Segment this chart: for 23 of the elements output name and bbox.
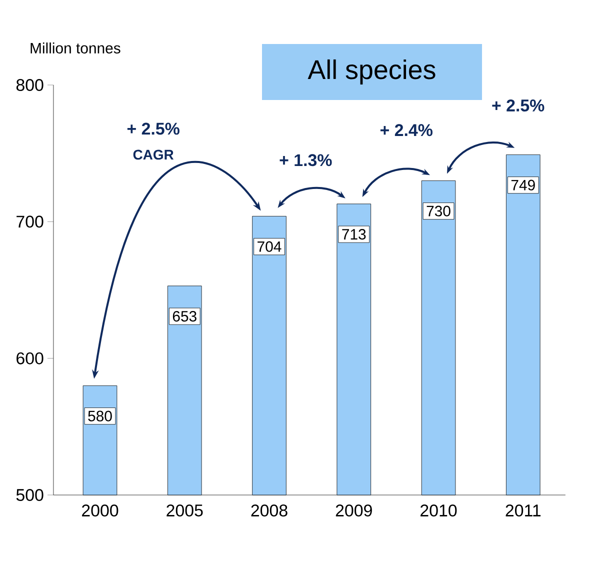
y-tick-label: 700 [16,216,44,228]
annotation: + 2.4% [380,124,432,136]
data-label: 713 [342,229,366,240]
x-tick-label: 2009 [336,504,372,516]
data-label: 704 [258,241,282,252]
x-tick-label: 2010 [420,504,457,516]
x-tick-label: 2000 [82,504,118,516]
annotation: + 2.5% [492,100,544,112]
data-label: 730 [426,206,450,216]
annotation: + 2.5% [127,122,180,135]
annotation: + 1.3% [280,154,332,166]
y-tick-label: 600 [16,352,44,364]
x-tick-label: 2011 [506,504,541,516]
x-tick-label: 2005 [166,504,203,516]
chart-title: All species [308,59,436,85]
y-tick-label: 500 [16,489,44,501]
data-label: 580 [88,410,112,422]
data-label: 749 [511,180,535,190]
y-axis-title: Million tonnes [30,42,120,54]
annotation: CAGR [133,150,174,160]
x-tick-label: 2008 [251,504,288,516]
y-tick-label: 800 [16,79,44,91]
data-label: 653 [172,311,196,322]
